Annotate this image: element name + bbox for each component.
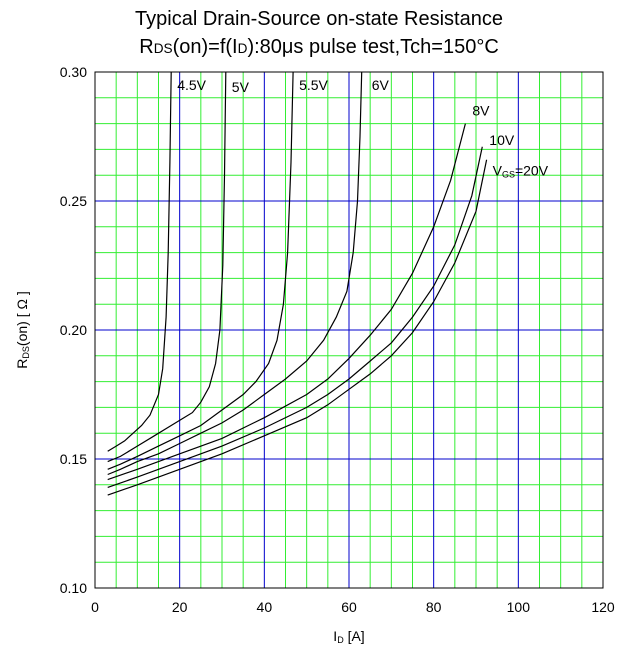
tick-labels: 0 20 40 60 80 100 120 0.10 0.15 0.20 0.25 0.30: [60, 64, 615, 615]
x-axis-label-main: I: [333, 628, 337, 644]
x-tick-label: 120: [591, 599, 615, 615]
series-line-8v: [107, 123, 466, 481]
series-label: 10V: [489, 132, 515, 148]
series-line-10v: [107, 146, 483, 488]
chart-title: Typical Drain-Source on-state Resistance: [135, 8, 503, 30]
subtitle-sub-d: D: [237, 41, 248, 56]
plot-frame: [94, 71, 604, 589]
series-line-5v: [107, 71, 227, 463]
y-axis-label-sub: DS: [21, 346, 31, 359]
y-axis-label-rest: (on) [ Ω ]: [14, 291, 30, 346]
y-tick-label: 0.20: [60, 322, 87, 338]
y-axis-label-main: R: [14, 359, 30, 369]
series-labels: 4.5V 5V 5.5V 6V 8V 10V VGS=20V: [177, 77, 549, 180]
x-tick-label: 40: [257, 599, 273, 615]
series-line-vgs-20v: [107, 159, 488, 496]
series-label-text: 8V: [472, 103, 490, 119]
subtitle-post: ):80μs pulse test,Tch=150°C: [247, 36, 499, 58]
x-tick-label: 60: [341, 599, 357, 615]
y-tick-label: 0.10: [60, 580, 87, 596]
x-tick-label: 80: [426, 599, 442, 615]
series-label-text: 4.5V: [177, 77, 206, 93]
series-label-sub: GS: [502, 170, 515, 180]
series-label-text: 5.5V: [299, 77, 328, 93]
series-lines: [107, 71, 488, 496]
y-tick-label: 0.15: [60, 451, 87, 467]
x-axis-label: ID [A]: [333, 628, 364, 645]
x-axis-label-sub: D: [337, 635, 344, 645]
series-label: 5V: [232, 79, 250, 95]
series-label-text: 10V: [489, 132, 515, 148]
chart-subtitle: RDS(on)=f(ID):80μs pulse test,Tch=150°C: [0, 36, 638, 59]
series-label: 8V: [472, 103, 490, 119]
y-axis-label: RDS(on) [ Ω ]: [14, 291, 31, 368]
series-label: 5.5V: [299, 77, 328, 93]
subtitle-sub-ds: DS: [153, 41, 173, 56]
series-line-5-5v: [107, 71, 294, 470]
series-line-4-5v: [107, 71, 172, 452]
series-line-6v: [107, 71, 363, 476]
series-label-post: =20V: [515, 163, 549, 179]
series-label: 4.5V: [177, 77, 206, 93]
series-label-text: 6V: [372, 77, 390, 93]
subtitle-r: R: [139, 36, 154, 58]
x-tick-label: 0: [91, 599, 99, 615]
grid: [95, 72, 603, 588]
series-label-text: 5V: [232, 79, 250, 95]
x-axis-label-rest: [A]: [344, 628, 365, 644]
series-label: VGS=20V: [493, 163, 549, 180]
series-label: 6V: [372, 77, 390, 93]
x-tick-label: 20: [172, 599, 188, 615]
x-tick-label: 100: [507, 599, 531, 615]
subtitle-mid: (on)=f(I: [172, 36, 238, 58]
y-tick-label: 0.25: [60, 193, 87, 209]
y-tick-label: 0.30: [60, 64, 87, 80]
series-label-text: V: [493, 163, 503, 179]
